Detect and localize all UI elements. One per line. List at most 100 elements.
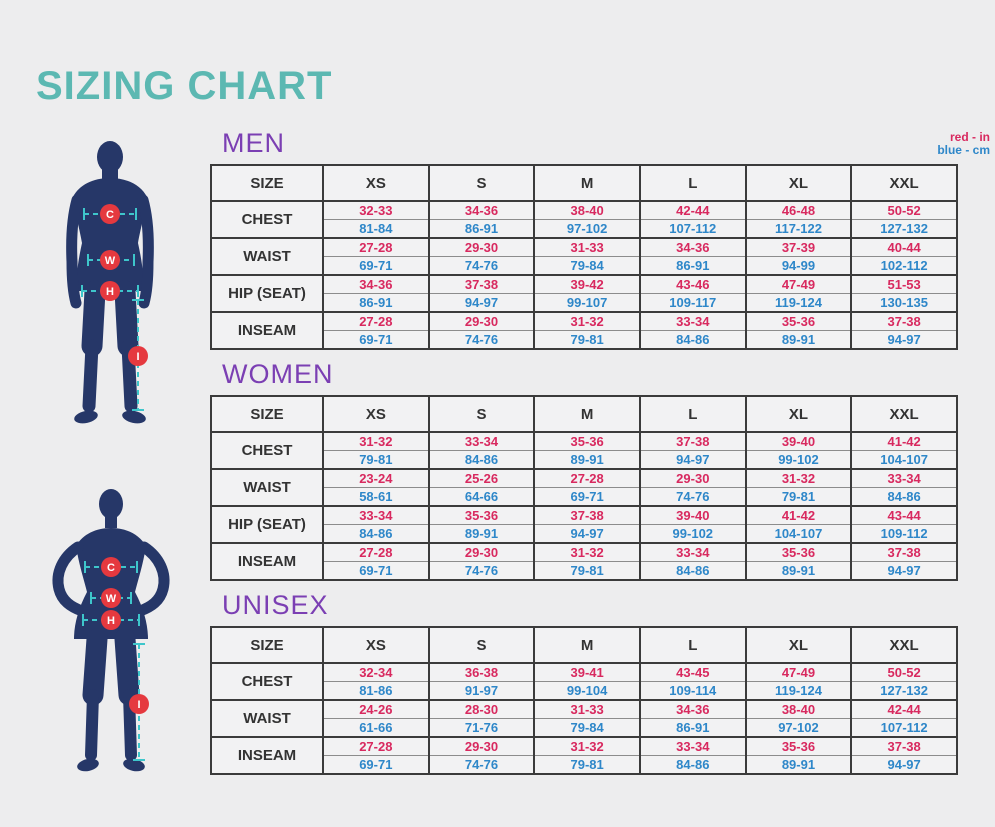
- cm-value: 99-107: [533, 293, 641, 313]
- size-column-header: M: [533, 164, 641, 202]
- measure-row-inches: INSEAM 27-28 29-30 31-32 33-34 35-36 37-38: [210, 736, 958, 775]
- cm-value: 69-71: [533, 487, 641, 507]
- inches-value: 50-52: [850, 662, 958, 682]
- measure-label: CHEST: [210, 200, 324, 239]
- cm-value: 130-135: [850, 293, 958, 313]
- size-header-cell: SIZE: [210, 626, 324, 664]
- inches-value: 38-40: [744, 699, 853, 719]
- measure-label: WAIST: [210, 237, 324, 276]
- cm-value: 119-124: [744, 293, 853, 313]
- measure-label: INSEAM: [210, 542, 324, 581]
- female-body-silhouette: [52, 489, 170, 772]
- section-unisex: UNISEX SIZE XS S M L XL XXL CHEST 32-34 36-38 39-4…: [210, 590, 958, 775]
- section-women: WOMEN SIZE XS S M L XL XXL CHEST 31-32 33-34 35-36…: [210, 359, 958, 581]
- cm-value: 104-107: [850, 450, 958, 470]
- cm-value: 74-76: [638, 487, 747, 507]
- inches-value: 39-42: [533, 274, 641, 294]
- inches-value: 38-40: [533, 200, 641, 220]
- cm-value: 89-91: [744, 755, 853, 775]
- inches-value: 27-28: [322, 542, 430, 562]
- measure-row-cm: 81-86 91-97 99-104 109-114 119-124 127-132: [211, 681, 958, 701]
- cm-value: 86-91: [322, 293, 430, 313]
- inches-value: 29-30: [427, 311, 536, 331]
- cm-value: 86-91: [638, 718, 747, 738]
- cm-value: 69-71: [322, 561, 430, 581]
- inches-value: 29-30: [427, 237, 536, 257]
- inches-value: 31-32: [533, 736, 641, 756]
- inches-value: 34-36: [638, 237, 747, 257]
- inches-value: 42-44: [850, 699, 958, 719]
- size-column-header: XXL: [850, 395, 958, 433]
- size-header-row: SIZE XS S M L XL XXL: [210, 164, 958, 202]
- measure-label: HIP (SEAT): [210, 274, 324, 313]
- inches-value: 33-34: [638, 736, 747, 756]
- female-waist-marker-letter: W: [106, 593, 117, 605]
- male-waist-marker-letter: W: [105, 255, 116, 267]
- cm-value: 94-97: [533, 524, 641, 544]
- cm-value: 79-81: [322, 450, 430, 470]
- female-hip-marker: [101, 610, 121, 630]
- size-header-cell: SIZE: [210, 164, 324, 202]
- measure-row-cm: 61-66 71-76 79-84 86-91 97-102 107-112: [211, 718, 958, 738]
- inches-value: 29-30: [427, 736, 536, 756]
- size-column-header: S: [427, 164, 536, 202]
- measure-label: CHEST: [210, 662, 324, 701]
- inches-value: 43-44: [850, 505, 958, 525]
- measure-row-cm: 69-71 74-76 79-81 84-86 89-91 94-97: [211, 561, 958, 581]
- measure-row-cm: 58-61 64-66 69-71 74-76 79-81 84-86: [211, 487, 958, 507]
- inches-value: 40-44: [850, 237, 958, 257]
- inches-value: 37-38: [427, 274, 536, 294]
- inches-value: 27-28: [322, 237, 430, 257]
- male-inseam-marker: [128, 346, 148, 366]
- cm-value: 79-81: [533, 755, 641, 775]
- male-waist-marker: [100, 250, 120, 270]
- measure-row-cm: 81-84 86-91 97-102 107-112 117-122 127-132: [211, 219, 958, 239]
- units-legend: red - in blue - cm: [830, 131, 990, 157]
- inches-value: 37-38: [850, 736, 958, 756]
- measure-row-inches: WAIST 27-28 29-30 31-33 34-36 37-39 40-44: [210, 237, 958, 276]
- cm-value: 99-102: [638, 524, 747, 544]
- inches-value: 34-36: [638, 699, 747, 719]
- cm-value: 69-71: [322, 256, 430, 276]
- female-inseam-marker: [129, 694, 149, 714]
- cm-value: 127-132: [850, 219, 958, 239]
- cm-value: 117-122: [744, 219, 853, 239]
- inches-value: 42-44: [638, 200, 747, 220]
- cm-value: 74-76: [427, 755, 536, 775]
- size-column-header: L: [638, 395, 747, 433]
- inches-value: 33-34: [850, 468, 958, 488]
- cm-value: 69-71: [322, 755, 430, 775]
- measure-label: INSEAM: [210, 736, 324, 775]
- measure-row-inches: HIP (SEAT) 33-34 35-36 37-38 39-40 41-42 43-44: [210, 505, 958, 544]
- measure-row-inches: INSEAM 27-28 29-30 31-32 33-34 35-36 37-38: [210, 311, 958, 350]
- cm-value: 89-91: [744, 561, 853, 581]
- size-column-header: M: [533, 626, 641, 664]
- cm-value: 89-91: [427, 524, 536, 544]
- inches-value: 39-41: [533, 662, 641, 682]
- inches-value: 31-32: [322, 431, 430, 451]
- cm-value: 94-97: [850, 561, 958, 581]
- size-header-row: SIZE XS S M L XL XXL: [210, 626, 958, 664]
- male-chest-marker-letter: C: [106, 209, 114, 221]
- inches-value: 47-49: [744, 274, 853, 294]
- section-unisex-title: UNISEX: [222, 590, 329, 620]
- size-column-header: L: [638, 626, 747, 664]
- measure-row-inches: INSEAM 27-28 29-30 31-32 33-34 35-36 37-38: [210, 542, 958, 581]
- cm-value: 79-84: [533, 256, 641, 276]
- inches-value: 35-36: [744, 542, 853, 562]
- female-inseam-marker-letter: I: [137, 699, 140, 711]
- inches-value: 46-48: [744, 200, 853, 220]
- inches-value: 28-30: [427, 699, 536, 719]
- inches-value: 35-36: [427, 505, 536, 525]
- male-hip-marker: [100, 281, 120, 301]
- inches-value: 34-36: [322, 274, 430, 294]
- inches-value: 24-26: [322, 699, 430, 719]
- measure-label: WAIST: [210, 699, 324, 738]
- cm-value: 94-97: [850, 755, 958, 775]
- female-hip-marker-letter: H: [107, 615, 115, 627]
- cm-value: 79-81: [533, 330, 641, 350]
- inches-value: 37-38: [850, 542, 958, 562]
- male-chest-measure-line: [83, 208, 137, 220]
- measure-row-cm: 69-71 74-76 79-84 86-91 94-99 102-112: [211, 256, 958, 276]
